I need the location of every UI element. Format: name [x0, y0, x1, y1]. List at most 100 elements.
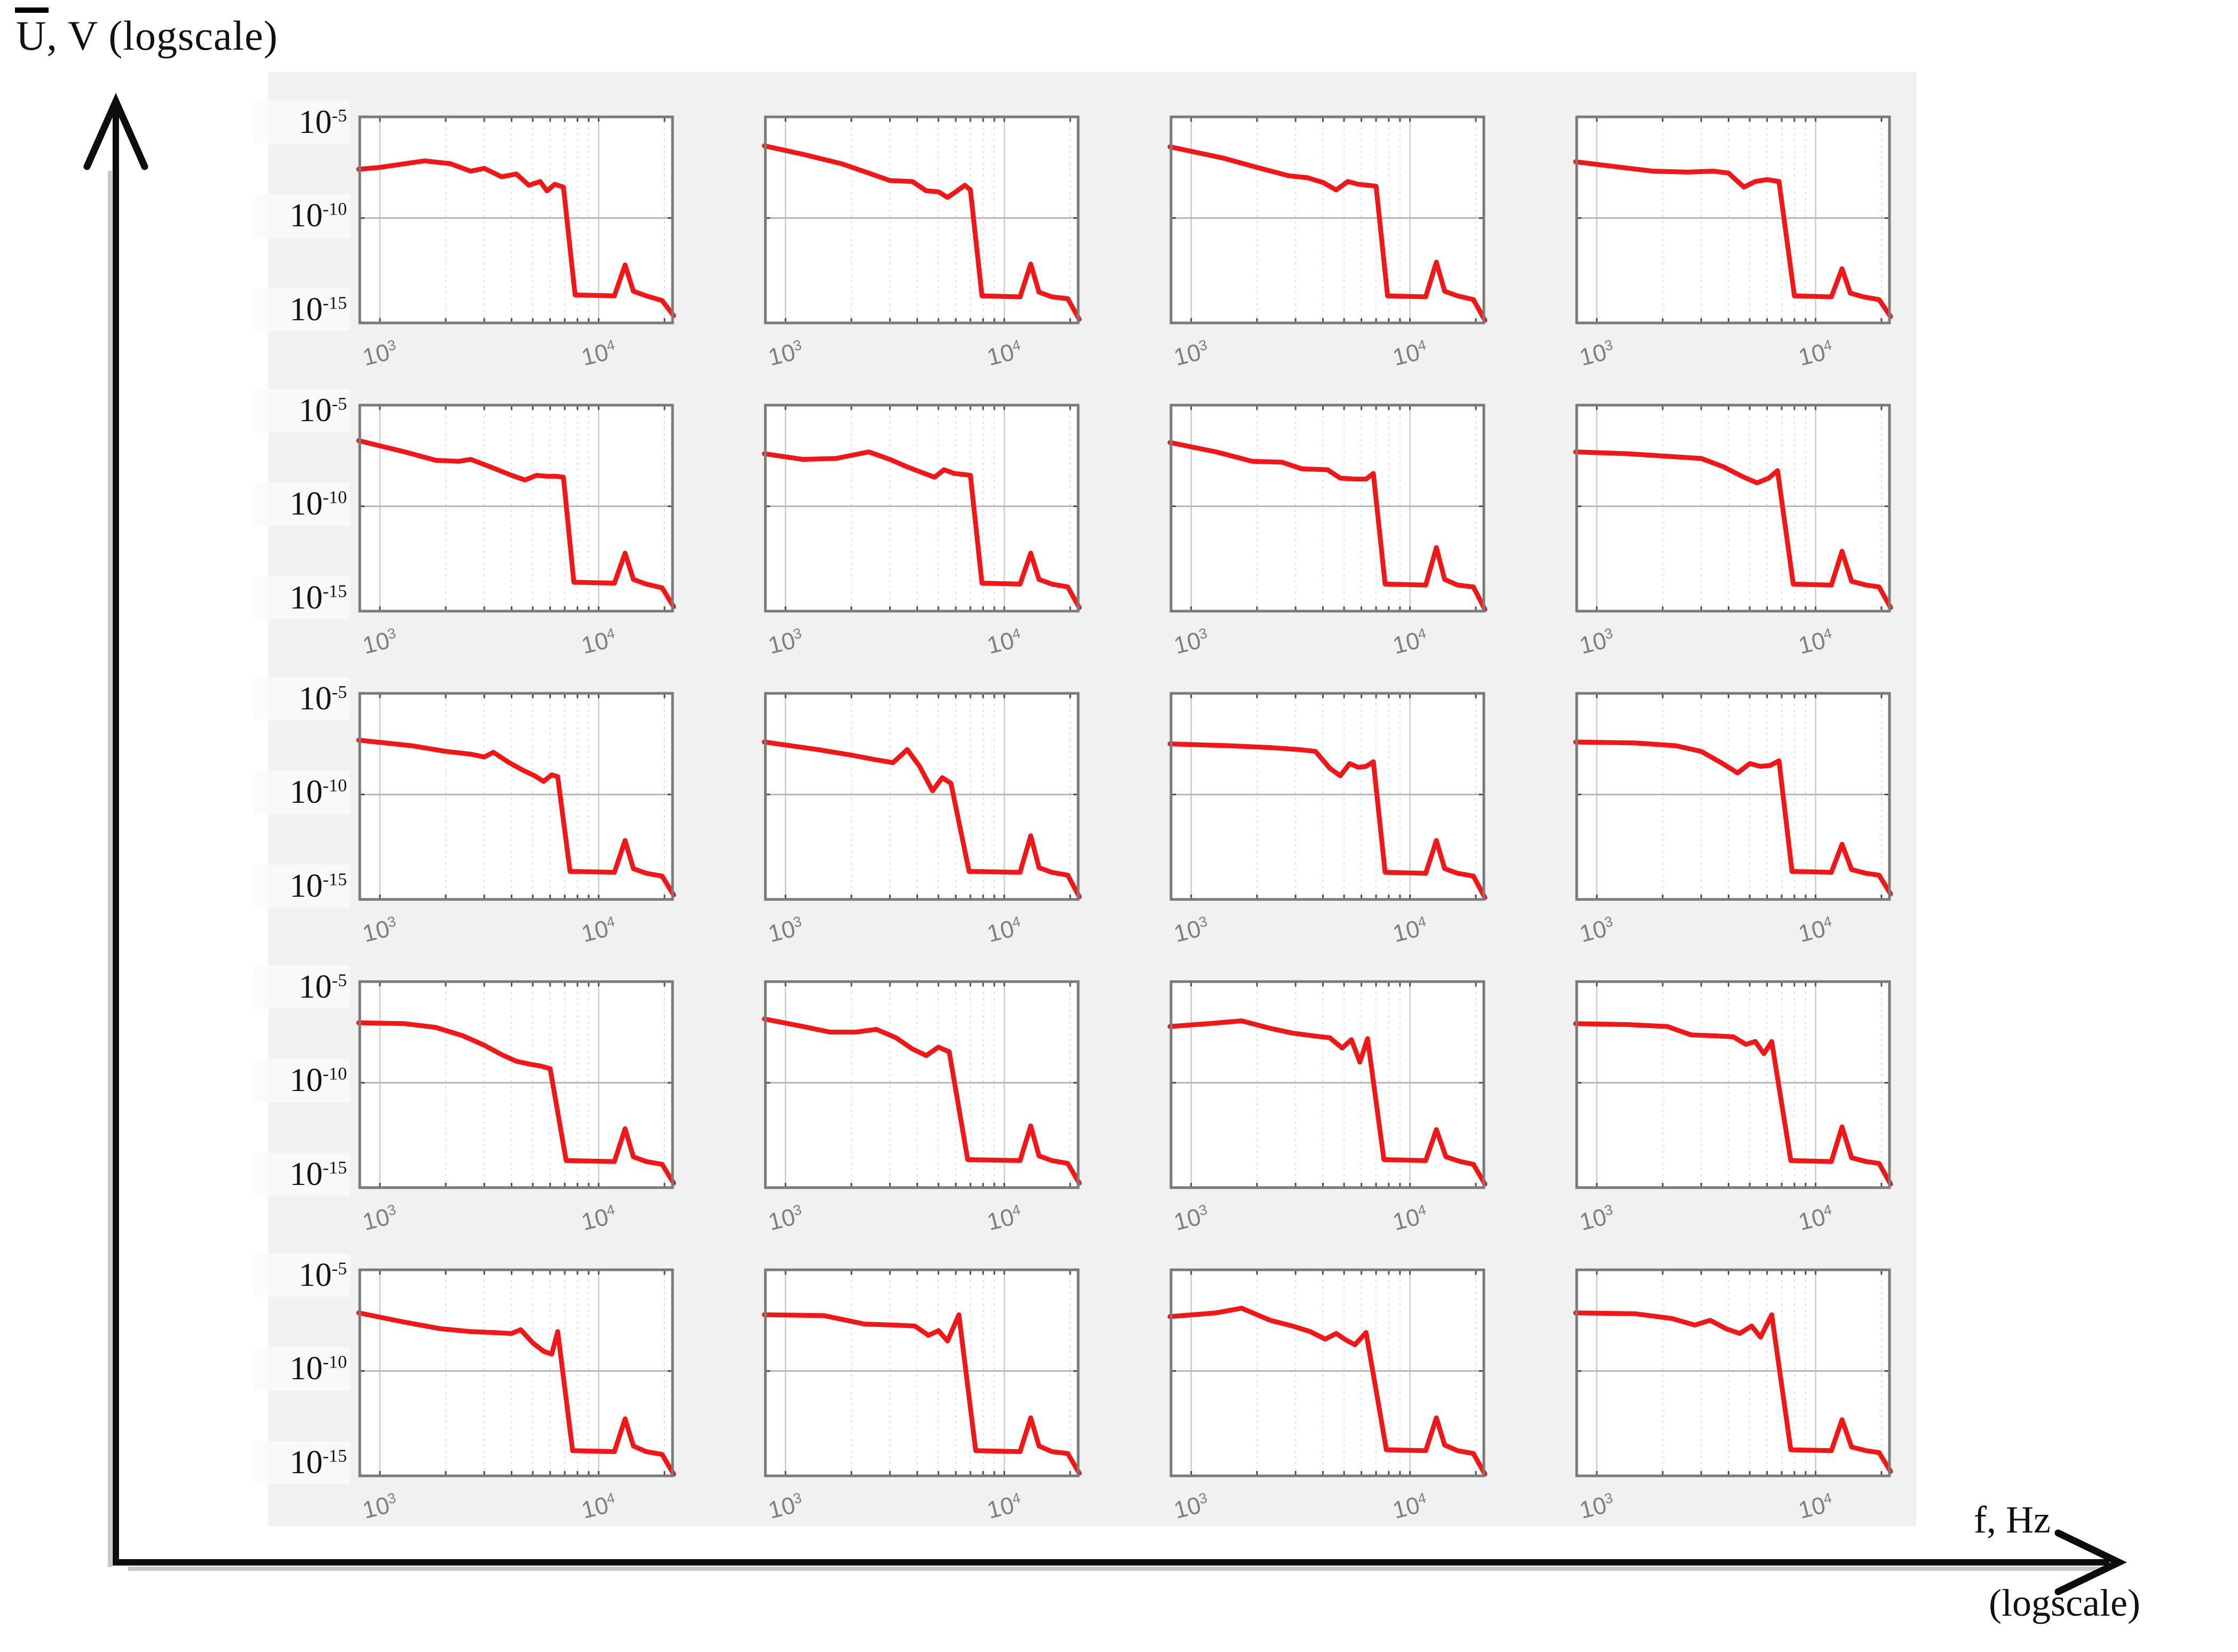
gridlines [1576, 981, 1891, 1189]
spectrum-plot [356, 692, 676, 901]
plot-background [1576, 1269, 1891, 1477]
y-axis-arrowhead-icon [83, 92, 148, 170]
gridlines [359, 981, 674, 1189]
y-axis-title: U, V (logscale) [14, 7, 278, 60]
y-tick-label: 10-5 [254, 965, 350, 1008]
plot-box-border [358, 692, 674, 901]
gridlines [1170, 1269, 1485, 1477]
spectrum-plot [356, 1268, 676, 1477]
plot-box-border [1169, 1268, 1485, 1477]
spectrum-plot [762, 115, 1082, 325]
x-tick-label: 103 [1171, 625, 1209, 660]
x-tick-label: 104 [1795, 336, 1833, 371]
subplot-r3c1: 103 104 10-5 10-10 10-15 [254, 677, 676, 947]
x-tick-label: 104 [578, 913, 616, 948]
x-tick-label: 104 [1795, 625, 1833, 660]
subplot-r2c2: 103 104 [762, 404, 1082, 659]
spectrum-line [356, 1310, 676, 1477]
spectrum-line [1167, 741, 1488, 900]
spectrum-plot [762, 404, 1082, 613]
plot-background [764, 981, 1079, 1189]
y-tick-label: 10-10 [254, 771, 350, 814]
spectrum-plot [356, 404, 676, 613]
plot-box-border [764, 1268, 1080, 1477]
plot-box-border [358, 115, 674, 325]
spectrum-line [356, 158, 676, 318]
spectrum-plot [1167, 980, 1488, 1189]
subplot-r5c3: 103 104 [1167, 1268, 1488, 1524]
plot-box-border [1169, 980, 1485, 1189]
x-tick-label: 103 [1171, 1489, 1209, 1524]
subplot-r1c4: 103 104 [1573, 115, 1893, 371]
gridlines [764, 1269, 1079, 1477]
x-tick-label: 103 [359, 913, 398, 948]
subplot-r5c2: 103 104 [762, 1268, 1082, 1524]
x-tick-label: 104 [1389, 625, 1428, 660]
x-axis-title-line2: (logscale) [1989, 1582, 2140, 1624]
plot-background [1170, 692, 1485, 900]
plot-box-border [1575, 692, 1891, 901]
figure-area: 103 104 10-5 10-10 10-15 103 104 103 104 103 104 10… [254, 72, 1916, 1527]
spectrum-line [762, 143, 1082, 322]
x-tick-label: 103 [1171, 336, 1209, 371]
x-tick-label: 104 [578, 1489, 616, 1524]
x-tick-label: 103 [1576, 1201, 1615, 1236]
spectrum-line [1573, 1310, 1893, 1474]
plot-background [1576, 404, 1891, 612]
spectrum-plot [1167, 404, 1488, 613]
gridlines [359, 404, 674, 612]
x-tick-label: 103 [1576, 336, 1615, 371]
plot-background [1576, 692, 1891, 900]
spectrum-plot [762, 692, 1082, 901]
y-tick-label: 10-10 [254, 1059, 350, 1102]
gridlines [1576, 116, 1891, 324]
gridlines [1170, 404, 1485, 612]
plot-box-border [764, 404, 1080, 613]
spectrum-line [356, 738, 676, 897]
spectrum-plot [1573, 404, 1893, 613]
subplot-r5c1: 103 104 10-5 10-10 10-15 [254, 1253, 676, 1524]
x-tick-label: 103 [359, 625, 398, 660]
y-tick-label: 10-5 [254, 677, 350, 720]
y-axis-title-letter: U [14, 7, 49, 59]
x-tick-label: 104 [984, 625, 1022, 660]
y-axis-title-rest: , V (logscale) [46, 12, 278, 59]
gridlines [1170, 981, 1485, 1189]
subplot-r2c3: 103 104 [1167, 404, 1488, 659]
x-tick-label: 104 [578, 1201, 616, 1236]
spectrum-line [1573, 1021, 1893, 1187]
spectrum-plot [1167, 115, 1488, 325]
plot-background [1170, 116, 1485, 324]
x-tick-label: 103 [1576, 1489, 1615, 1524]
y-tick-label: 10-15 [254, 865, 350, 908]
subplot-r1c3: 103 104 [1167, 115, 1488, 371]
plot-box-border [1575, 980, 1891, 1189]
plot-box-border [1169, 404, 1485, 613]
y-tick-label: 10-10 [254, 483, 350, 526]
plot-box-border [358, 1268, 674, 1477]
subplot-r4c3: 103 104 [1167, 980, 1488, 1236]
plot-box-border [764, 115, 1080, 325]
gridlines [764, 692, 1079, 900]
y-tick-label: 10-15 [254, 1441, 350, 1484]
x-tick-label: 103 [1576, 913, 1615, 948]
spectrum-line [356, 438, 676, 609]
spectrum-line [1167, 144, 1488, 323]
x-tick-label: 104 [1389, 1489, 1428, 1524]
gridlines [1576, 1269, 1891, 1477]
x-tick-label: 103 [765, 1489, 803, 1524]
plot-background [764, 1269, 1079, 1477]
spectrum-plot [1573, 1268, 1893, 1477]
subplot-r1c1: 103 104 10-5 10-10 10-15 [254, 100, 676, 371]
x-tick-label: 104 [578, 625, 616, 660]
spectrum-line [762, 449, 1082, 610]
plot-background [764, 404, 1079, 612]
plot-background [359, 404, 674, 612]
subplot-r3c3: 103 104 [1167, 692, 1488, 947]
x-tick-label: 104 [1795, 913, 1833, 948]
x-tick-label: 104 [984, 1201, 1022, 1236]
y-tick-label: 10-5 [254, 1253, 350, 1297]
y-tick-label: 10-15 [254, 288, 350, 331]
x-tick-label: 103 [765, 625, 803, 660]
spectrum-line [1167, 1018, 1488, 1187]
